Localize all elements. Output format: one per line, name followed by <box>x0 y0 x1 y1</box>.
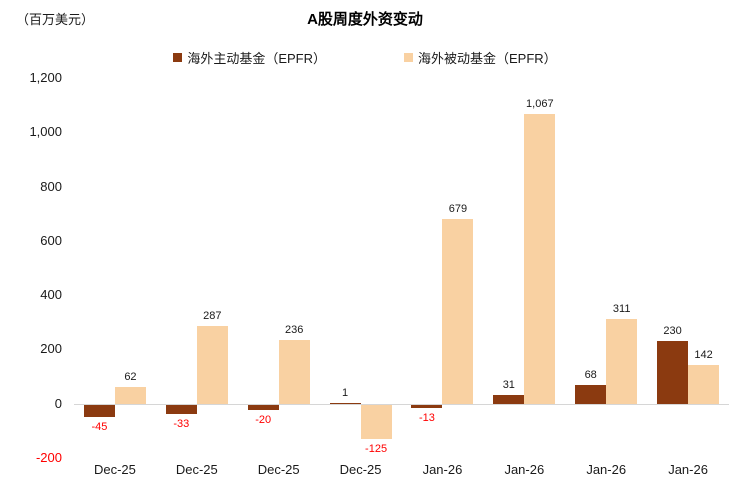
legend-item-active-fund: 海外主动基金（EPFR） <box>173 48 326 67</box>
y-tick-label: 1,200 <box>29 70 62 85</box>
bar-value-label: 142 <box>694 349 713 362</box>
x-tick-label: Dec-25 <box>175 462 218 477</box>
y-tick-label: -200 <box>35 450 62 465</box>
legend-item-passive-fund: 海外被动基金（EPFR） <box>404 48 557 67</box>
y-tick-label: 600 <box>40 232 62 248</box>
y-axis-unit-label: （百万美元） <box>16 12 95 27</box>
legend-label-active: 海外主动基金（EPFR） <box>187 51 326 66</box>
x-tick-label: Jan-26 <box>504 462 545 477</box>
x-tick-label: Dec-25 <box>257 462 300 477</box>
y-tick-label: 400 <box>40 287 62 303</box>
bar-passive-fund <box>688 365 720 404</box>
bar-value-label: 311 <box>612 303 631 316</box>
bar-active-fund <box>247 404 279 411</box>
x-tick-label: Dec-25 <box>93 462 136 477</box>
bar-value-label: 236 <box>285 323 304 336</box>
bar-passive-fund <box>360 404 392 439</box>
y-tick-label: 1,000 <box>29 124 62 140</box>
bar-value-label: 230 <box>663 325 682 338</box>
bar-active-fund <box>657 341 689 404</box>
chart-title: A股周度外资变动 <box>307 11 423 28</box>
bar-value-label: 287 <box>203 309 222 322</box>
bar-value-label: 1,067 <box>526 98 554 111</box>
x-tick-label: Jan-26 <box>668 462 708 477</box>
legend-swatch-active-icon <box>173 53 183 62</box>
bar-active-fund <box>411 404 443 409</box>
bar-passive-fund <box>606 319 638 404</box>
bar-passive-fund <box>524 114 556 404</box>
y-tick-label: 0 <box>54 395 62 411</box>
bar-value-label: 68 <box>584 369 597 382</box>
bar-value-label: 1 <box>342 387 349 400</box>
bar-value-label: -33 <box>173 417 190 430</box>
bar-value-label: -125 <box>365 442 388 455</box>
bar-passive-fund <box>114 386 146 404</box>
bar-value-label: -13 <box>418 412 435 425</box>
bar-value-label: -45 <box>91 420 108 433</box>
legend-label-passive: 海外被动基金（EPFR） <box>418 51 557 66</box>
bar-passive-fund <box>442 219 474 404</box>
bar-active-fund <box>83 404 115 417</box>
bar-value-label: -20 <box>255 414 272 427</box>
x-tick-label: Jan-26 <box>422 462 463 477</box>
bar-active-fund <box>329 403 361 404</box>
x-tick-label: Jan-26 <box>586 462 627 477</box>
x-tick-label: Dec-25 <box>339 462 382 477</box>
y-tick-label: 200 <box>40 341 62 357</box>
bar-value-label: 62 <box>124 370 137 383</box>
bar-passive-fund <box>196 325 228 404</box>
bar-value-label: 31 <box>502 379 515 392</box>
legend: 海外主动基金（EPFR） 海外被动基金（EPFR） <box>0 48 730 67</box>
zero-axis-line <box>74 403 729 405</box>
bar-passive-fund <box>278 339 310 404</box>
legend-swatch-passive-icon <box>404 53 413 62</box>
y-tick-label: 800 <box>40 178 62 194</box>
bar-active-fund <box>165 404 197 414</box>
bar-value-label: 679 <box>448 203 468 216</box>
bar-active-fund <box>493 395 525 404</box>
bar-active-fund <box>575 385 607 404</box>
